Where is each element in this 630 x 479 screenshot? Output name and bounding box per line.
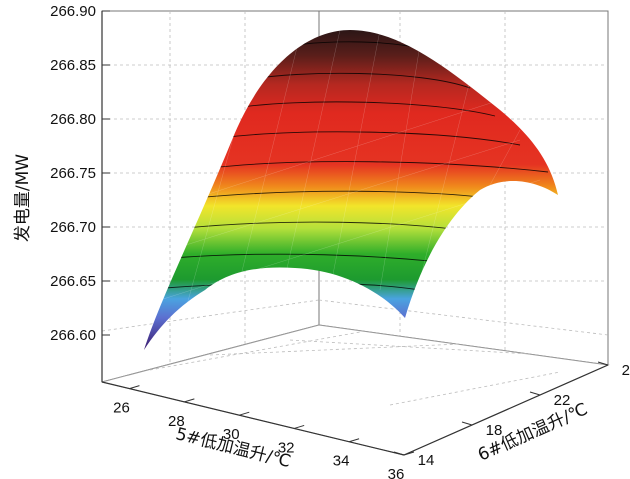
- z-tick-label: 266.80: [50, 111, 96, 128]
- z-axis-title: 发电量/MW: [13, 154, 33, 242]
- z-axis-ticks: 266.60 266.65 266.70 266.75 266.80 266.85 266.…: [50, 3, 110, 344]
- z-tick-label: 266.90: [50, 3, 96, 20]
- y-axis-line: [403, 364, 609, 456]
- y-tick: [461, 421, 473, 426]
- z-tick-label: 266.85: [50, 57, 96, 74]
- x-tick-label: 36: [388, 466, 405, 479]
- z-tick-label: 266.60: [50, 327, 96, 344]
- z-tick-label: 266.65: [50, 273, 96, 290]
- surface-mesh: [144, 30, 558, 350]
- y-axis-ticks: 14 18 22 26: [393, 361, 630, 469]
- x-tick-label: 30: [223, 426, 240, 443]
- x-tick: [184, 398, 195, 403]
- x-tick-label: 34: [333, 453, 350, 470]
- x-tick: [129, 385, 140, 390]
- y-tick-label: 22: [554, 392, 571, 409]
- x-tick-label: 28: [168, 413, 185, 430]
- y-tick: [529, 391, 541, 396]
- x-tick-label: 32: [278, 439, 295, 456]
- x-tick: [239, 411, 250, 416]
- z-tick-label: 266.75: [50, 165, 96, 182]
- y-tick: [597, 361, 609, 366]
- x-axis-line: [101, 381, 405, 456]
- x-tick: [294, 424, 305, 429]
- x-tick-label: 26: [113, 400, 130, 417]
- x-tick: [348, 438, 360, 443]
- y-tick-label: 18: [486, 422, 503, 439]
- z-tick-label: 266.70: [50, 219, 96, 236]
- y-tick: [393, 451, 405, 456]
- y-tick-label: 14: [418, 452, 435, 469]
- y-tick-label: 26: [622, 362, 630, 379]
- x-axis-ticks: 26 28 30 32 34 36: [113, 385, 415, 479]
- x-tick: [403, 451, 415, 456]
